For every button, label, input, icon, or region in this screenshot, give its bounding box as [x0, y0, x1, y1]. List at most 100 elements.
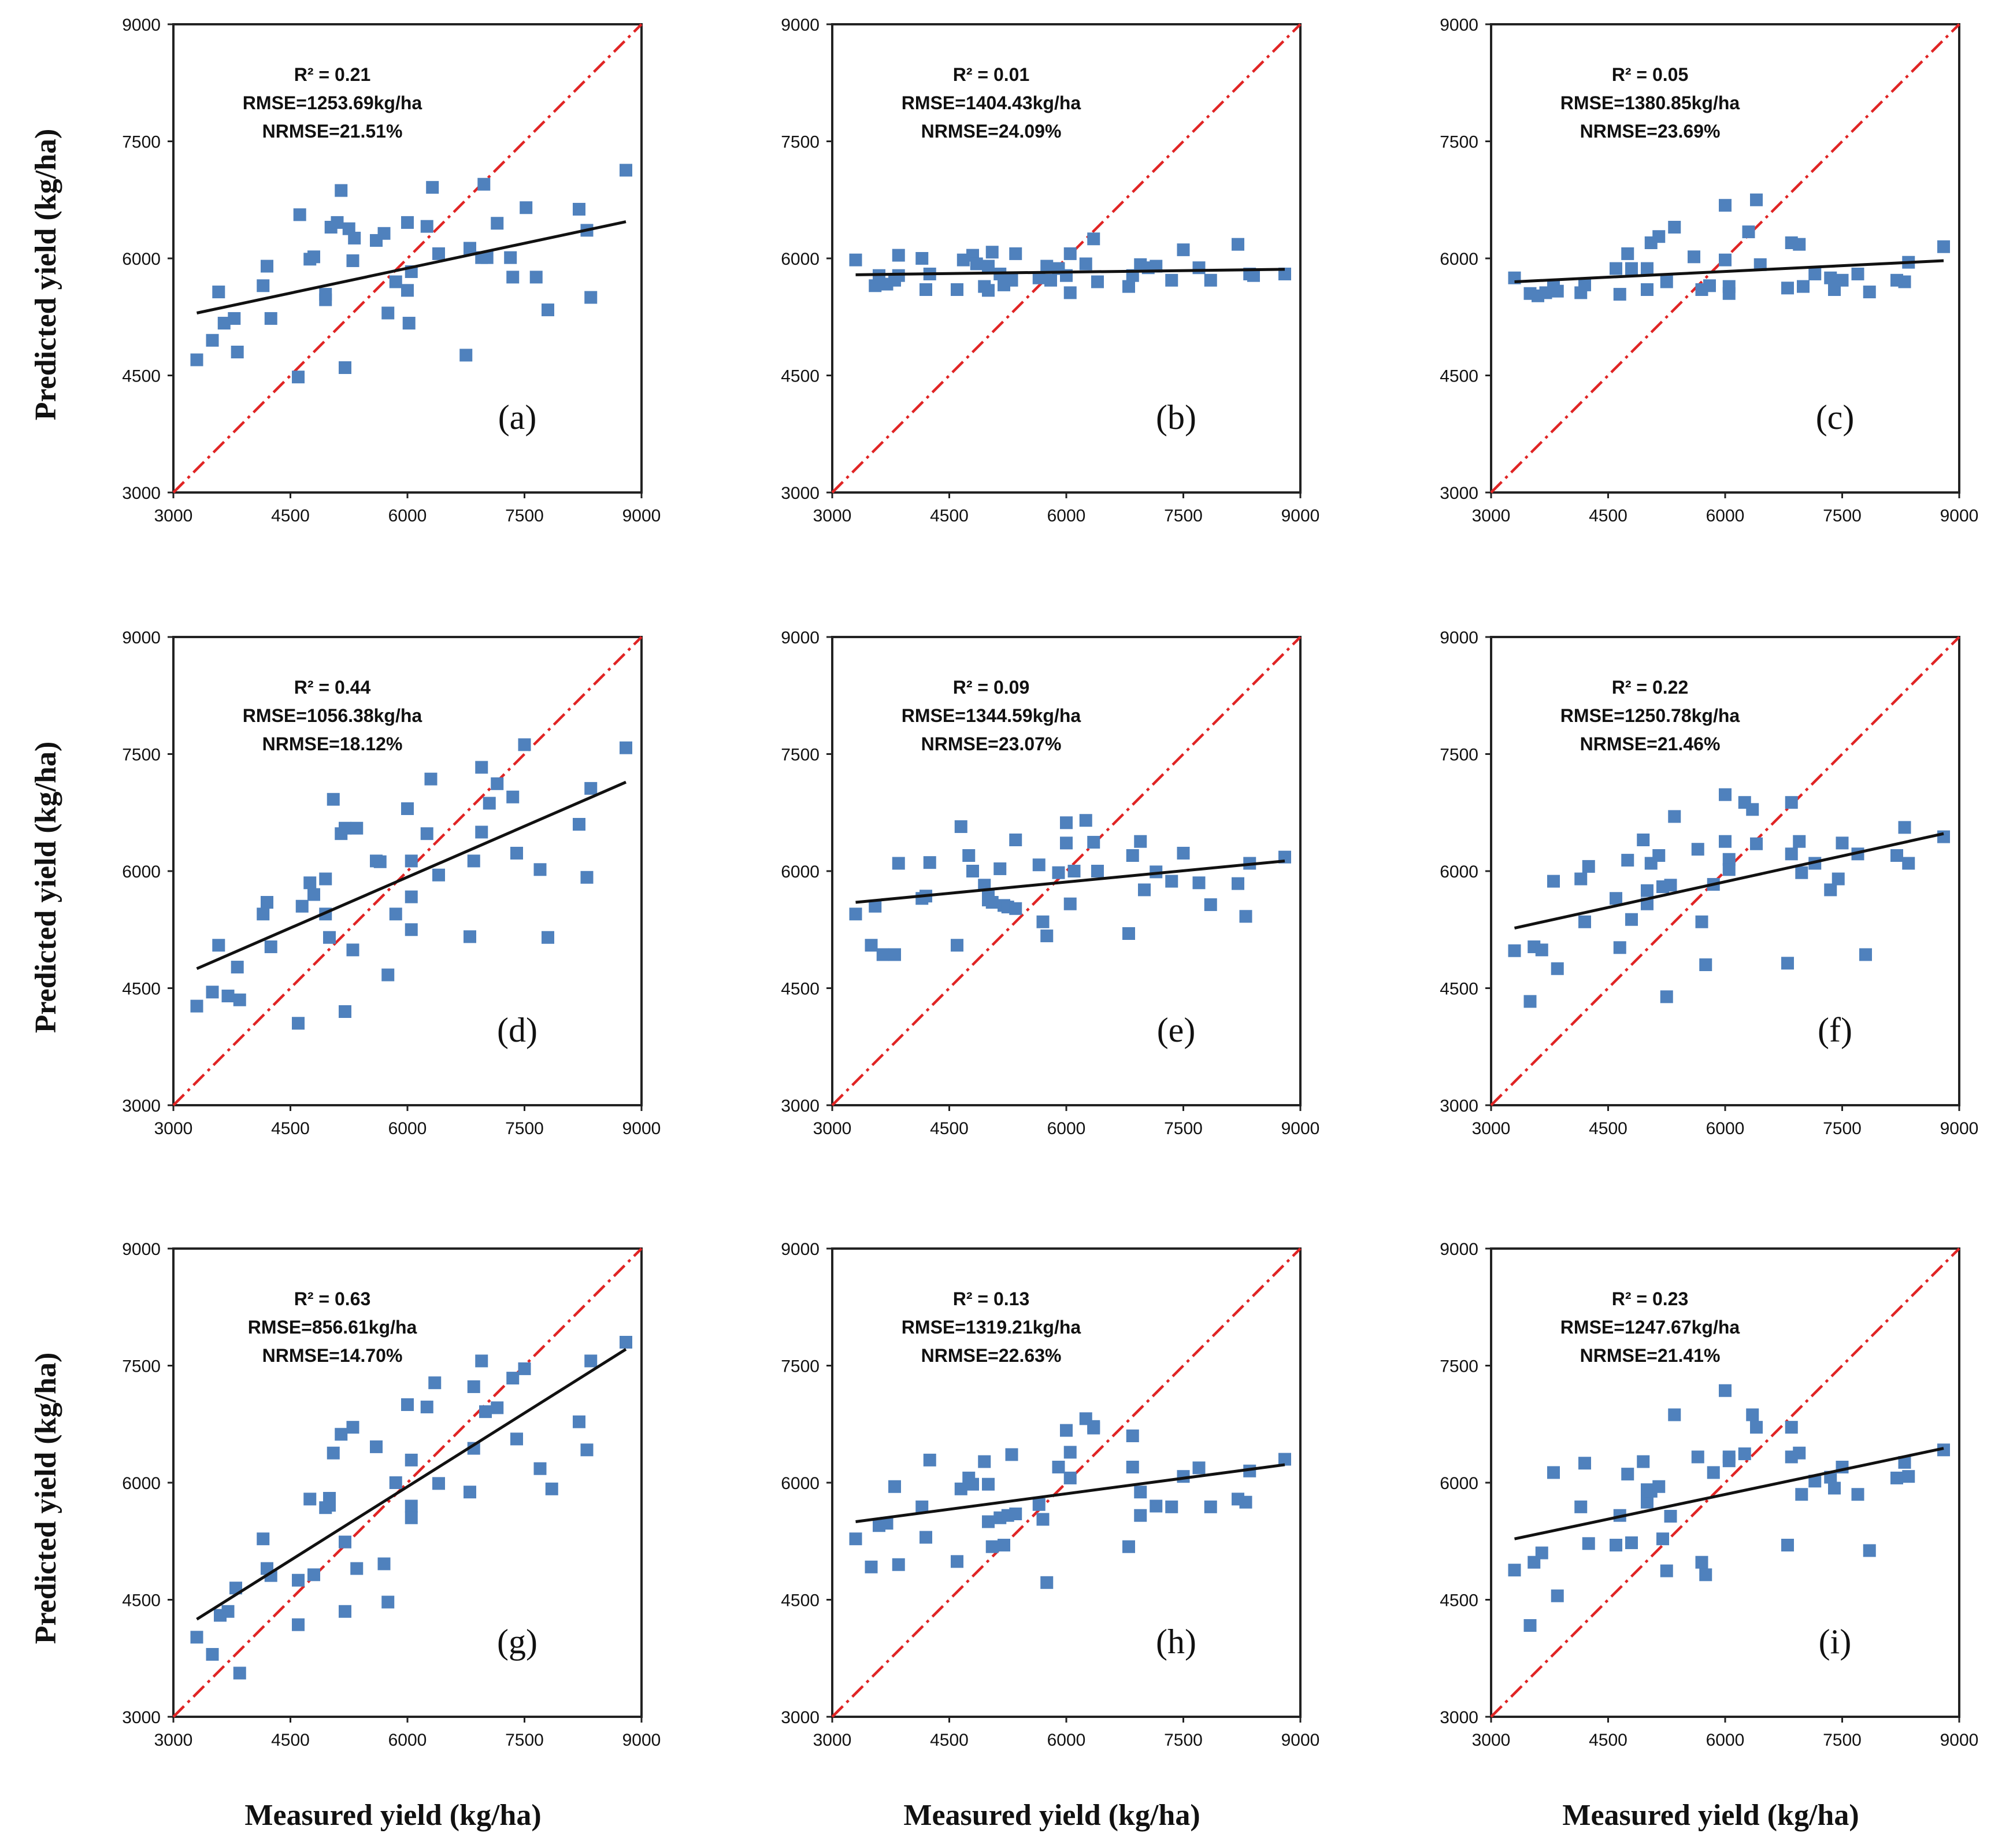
data-point — [1808, 1475, 1822, 1488]
data-point — [491, 217, 504, 230]
y-tick-label: 4500 — [781, 1591, 820, 1610]
nrmse-label: NRMSE=21.46% — [1580, 734, 1721, 754]
data-point — [1719, 199, 1732, 212]
x-axis-title-col-3: Measured yield (kg/ha) — [1562, 1799, 1859, 1832]
panel-label: (g) — [497, 1623, 537, 1661]
x-tick-label: 9000 — [622, 1119, 661, 1138]
data-point — [350, 821, 364, 835]
data-point — [849, 253, 862, 266]
identity-line — [831, 636, 1302, 1106]
data-point — [1204, 1500, 1217, 1513]
data-point — [1832, 872, 1845, 886]
data-point — [370, 1440, 383, 1453]
data-point — [518, 1362, 531, 1375]
data-point — [1040, 929, 1054, 943]
x-tick-label: 7500 — [505, 1119, 544, 1138]
data-point — [1204, 273, 1217, 287]
data-point — [261, 896, 273, 909]
regression-line — [855, 859, 1285, 904]
x-tick-label: 7500 — [1823, 506, 1862, 525]
data-point — [869, 899, 882, 913]
data-point — [951, 939, 963, 952]
y-tick-label: 4500 — [122, 980, 161, 999]
data-point — [1574, 872, 1588, 886]
data-point — [1192, 1461, 1206, 1475]
y-tick-label: 3000 — [781, 1708, 820, 1727]
data-point — [292, 1573, 305, 1587]
data-point — [1582, 860, 1595, 873]
data-point — [985, 896, 999, 909]
data-point — [464, 242, 476, 255]
data-point — [1781, 957, 1794, 970]
rmse-label: RMSE=1253.69kg/ha — [243, 92, 422, 113]
data-point — [405, 1511, 418, 1524]
nrmse-label: NRMSE=14.70% — [262, 1345, 403, 1366]
identity-line — [831, 23, 1302, 494]
rmse-label: RMSE=1344.59kg/ha — [902, 705, 1081, 726]
data-point — [865, 1560, 878, 1573]
data-point — [464, 930, 476, 943]
data-point — [1060, 816, 1073, 829]
data-point — [401, 802, 414, 815]
x-tick-label: 3000 — [813, 506, 852, 525]
data-point — [190, 999, 203, 1013]
data-point — [1793, 1446, 1806, 1460]
data-point — [217, 317, 231, 330]
data-point — [1898, 1456, 1911, 1469]
data-point — [264, 1569, 277, 1582]
data-point — [1578, 278, 1591, 291]
data-point — [985, 246, 999, 259]
x-tick-label: 4500 — [271, 506, 310, 525]
x-tick-label: 6000 — [1047, 506, 1086, 525]
data-point — [510, 1432, 523, 1446]
x-tick-label: 9000 — [1940, 1119, 1979, 1138]
y-tick-label: 3000 — [122, 1708, 161, 1727]
data-point — [1652, 230, 1666, 243]
data-point — [1641, 1495, 1653, 1509]
data-point — [335, 1428, 348, 1441]
data-point — [1703, 279, 1716, 292]
data-point — [233, 1666, 246, 1680]
data-point — [1652, 1480, 1666, 1493]
y-tick-label: 7500 — [781, 746, 820, 765]
data-point — [231, 346, 244, 358]
data-point — [346, 1421, 359, 1434]
data-point — [1722, 853, 1736, 866]
r-squared-label: R² = 0.13 — [953, 1288, 1030, 1309]
data-point — [1247, 269, 1260, 282]
data-point — [348, 231, 361, 245]
data-point — [1621, 247, 1634, 260]
panel-label: (e) — [1157, 1011, 1196, 1049]
data-point — [303, 1493, 317, 1506]
data-point — [479, 1405, 492, 1419]
data-point — [1668, 221, 1681, 234]
data-point — [1126, 849, 1139, 862]
data-point — [350, 1562, 364, 1575]
y-tick-label: 6000 — [1440, 1474, 1478, 1493]
data-point — [529, 271, 543, 284]
data-point — [1902, 857, 1915, 870]
data-point — [1079, 814, 1092, 827]
data-point — [319, 872, 332, 886]
data-point — [1795, 866, 1808, 879]
rmse-label: RMSE=1250.78kg/ha — [1560, 705, 1740, 726]
regression-line — [855, 1463, 1285, 1523]
data-point — [1232, 877, 1244, 890]
data-point — [467, 1442, 480, 1455]
data-point — [1746, 1408, 1759, 1421]
r-squared-label: R² = 0.05 — [1612, 64, 1689, 85]
data-point — [1625, 913, 1638, 926]
nrmse-label: NRMSE=24.09% — [921, 121, 1062, 142]
data-point — [1691, 1450, 1704, 1464]
data-point — [1641, 262, 1653, 275]
data-point — [292, 1618, 305, 1631]
data-point — [420, 827, 433, 840]
data-point — [1656, 1532, 1669, 1546]
data-point — [339, 1535, 351, 1549]
data-point — [381, 1595, 395, 1609]
data-point — [1508, 944, 1521, 957]
data-point — [892, 249, 905, 262]
data-point — [1610, 892, 1622, 905]
r-squared-label: R² = 0.22 — [1612, 677, 1689, 698]
data-point — [915, 1500, 929, 1513]
